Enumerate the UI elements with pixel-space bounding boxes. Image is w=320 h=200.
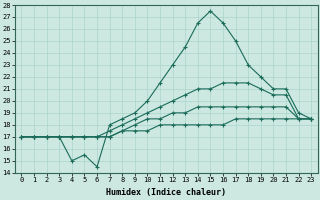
X-axis label: Humidex (Indice chaleur): Humidex (Indice chaleur) [106, 188, 226, 197]
